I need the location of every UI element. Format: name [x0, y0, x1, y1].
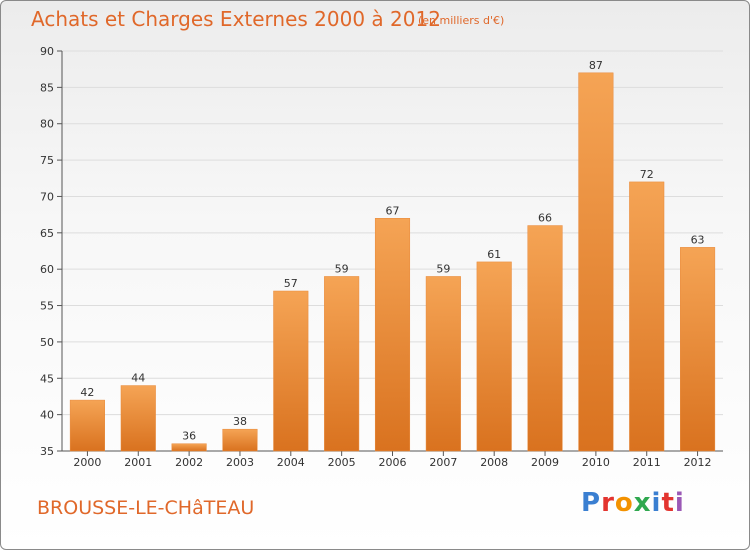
x-tick-label: 2000	[73, 456, 101, 469]
bar-2000	[69, 399, 105, 452]
y-tick-label: 55	[40, 300, 54, 313]
x-tick-label: 2002	[175, 456, 203, 469]
bar-2002	[171, 443, 207, 452]
data-label: 42	[80, 386, 94, 399]
bars	[69, 72, 716, 452]
x-tick-label: 2004	[277, 456, 305, 469]
bar-2001	[120, 385, 156, 452]
y-tick-label: 85	[40, 81, 54, 94]
logo-letter: r	[601, 488, 615, 518]
bar-2006	[374, 218, 411, 452]
proxiti-logo: Proxiti	[581, 488, 685, 518]
y-tick-label: 45	[40, 372, 54, 385]
y-tick-label: 35	[40, 445, 54, 458]
x-tick-label: 2007	[429, 456, 457, 469]
bar-2007	[425, 276, 461, 452]
data-label: 44	[131, 372, 145, 385]
bar-2010	[578, 72, 614, 452]
chart-unit: (en milliers d'€)	[418, 14, 505, 27]
logo-letter: i	[674, 488, 685, 518]
logo-letter: o	[614, 488, 634, 518]
data-label: 67	[386, 204, 400, 217]
logo-letter: P	[581, 488, 602, 518]
x-tick-label: 2005	[328, 456, 356, 469]
logo-letter: x	[633, 488, 652, 518]
x-tick-label: 2011	[633, 456, 661, 469]
bar-2012	[680, 247, 716, 452]
x-tick-label: 2010	[582, 456, 610, 469]
logo-letter: i	[651, 488, 662, 518]
bar-2011	[629, 181, 665, 452]
x-tick-label: 2001	[124, 456, 152, 469]
data-label: 38	[233, 415, 247, 428]
bar-2005	[324, 276, 360, 452]
data-label: 87	[589, 59, 603, 72]
bar-2004	[273, 290, 309, 452]
data-label: 36	[182, 430, 196, 443]
y-tick-label: 40	[40, 409, 54, 422]
y-tick-label: 60	[40, 263, 54, 276]
x-tick-label: 2012	[684, 456, 712, 469]
data-label: 57	[284, 277, 298, 290]
data-label: 61	[487, 248, 501, 261]
y-tick-label: 65	[40, 227, 54, 240]
bar-2008	[476, 261, 512, 452]
y-tick-label: 50	[40, 336, 54, 349]
y-tick-label: 80	[40, 118, 54, 131]
x-tick-label: 2006	[379, 456, 407, 469]
x-tick-label: 2008	[480, 456, 508, 469]
data-label: 66	[538, 212, 552, 225]
bar-2003	[222, 428, 258, 452]
y-tick-label: 70	[40, 190, 54, 203]
data-label: 63	[691, 233, 705, 246]
data-label: 59	[436, 262, 450, 275]
y-tick-label: 75	[40, 154, 54, 167]
chart-title: Achats et Charges Externes 2000 à 2012	[31, 7, 441, 31]
bar-2009	[527, 225, 563, 452]
x-tick-label: 2009	[531, 456, 559, 469]
data-label: 72	[640, 168, 654, 181]
logo-letter: t	[661, 488, 675, 518]
data-label: 59	[335, 262, 349, 275]
x-tick-label: 2003	[226, 456, 254, 469]
labels: 35 40 45 50 55 60 65 70 75 80 85 90 2000 42 2001 44 2002…	[40, 45, 712, 469]
y-tick-label: 90	[40, 45, 54, 58]
commune-name: BROUSSE-LE-CHâTEAU	[37, 497, 255, 519]
